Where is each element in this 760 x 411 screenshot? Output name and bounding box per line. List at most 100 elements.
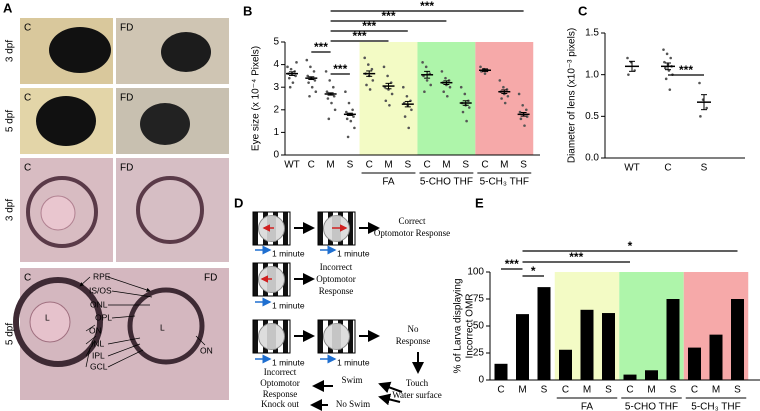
data-point (502, 85, 505, 89)
data-point (309, 65, 312, 69)
image-label: C (24, 163, 31, 174)
x-tick-label: WT (624, 163, 640, 174)
significance-label: *** (314, 40, 328, 54)
data-point (521, 103, 524, 107)
x-tick-label: C (691, 385, 698, 396)
data-point (517, 92, 521, 96)
data-point (407, 126, 411, 130)
data-point (424, 65, 428, 69)
data-point (289, 67, 293, 71)
data-point (288, 85, 292, 89)
data-point (330, 101, 333, 105)
row-label: 5 dpf (5, 323, 16, 345)
group-label: FA (581, 402, 594, 411)
eye (36, 96, 96, 146)
x-tick-label: S (701, 163, 708, 174)
x-tick-label: S (734, 385, 741, 396)
significance-label: * (628, 239, 633, 253)
group-label: 5-CH₃ THF (480, 177, 529, 188)
panel-label: E (475, 195, 484, 210)
data-point (465, 119, 468, 123)
x-tick-label: M (518, 385, 526, 396)
layer-label: RPE (93, 271, 111, 281)
data-point (525, 108, 528, 112)
row-label: 5 dpf (5, 110, 16, 132)
outcome: Response (263, 389, 298, 399)
image-label: FD (120, 93, 133, 104)
y-axis-label: % of Larva displaying (453, 278, 464, 373)
outcome: No (408, 324, 419, 334)
y-tick-label: 1 (273, 127, 279, 138)
data-point (461, 110, 465, 114)
retina (26, 176, 98, 248)
panel-label: B (243, 3, 252, 18)
bar (516, 314, 529, 380)
data-point (699, 115, 702, 118)
y-tick-label: 1.0 (585, 69, 599, 80)
data-point (403, 115, 407, 118)
y-tick-label: 0.0 (585, 153, 599, 164)
layer-labels: RPE IS/OS ONL OPL ON INL IPL GCL ON (89, 271, 213, 371)
data-point (668, 88, 672, 91)
outcome: Optomotor (260, 378, 300, 388)
data-point (523, 124, 526, 127)
x-tick-label: S (520, 160, 527, 171)
outcome: Response (396, 336, 431, 346)
data-point (479, 65, 482, 69)
outcome: Incorrect (320, 262, 353, 272)
duration: 1 minute (272, 300, 305, 310)
panel-a: A C FD C FD C FD C FD 3 dpf 5 dpf 3 dpf … (3, 0, 229, 400)
lens (29, 301, 71, 343)
data-point (286, 65, 289, 69)
lens-label: L (160, 322, 165, 332)
x-tick-label: S (605, 385, 612, 396)
y-tick-label: 0 (478, 375, 484, 386)
y-axis-label: Eye size (x 10⁻⁴ Pixels) (251, 46, 262, 151)
panel-d: D 1 minute 1 minute 1 minute 1 minute 1 … (234, 195, 450, 411)
x-tick-label: M (583, 385, 591, 396)
x-tick-label: S (670, 385, 677, 396)
x-tick-label: C (481, 160, 488, 171)
data-point (402, 85, 405, 89)
data-point (444, 76, 447, 80)
data-point (390, 92, 394, 96)
data-point (423, 90, 426, 94)
lens-label: L (45, 312, 50, 322)
group-label: FA (382, 177, 395, 188)
data-point (333, 108, 337, 112)
data-point (446, 94, 449, 98)
panel-label: A (3, 0, 13, 15)
data-point (351, 108, 354, 112)
data-point (500, 97, 503, 100)
x-tick-label: M (647, 385, 655, 396)
group-label: 5-CH₃ THF (691, 402, 740, 411)
outcome: Optomotor (316, 274, 356, 284)
duration: 1 minute (272, 357, 305, 367)
x-tick-label: C (562, 385, 569, 396)
data-point (344, 90, 347, 94)
bar (688, 347, 701, 380)
significance-label: *** (353, 29, 367, 43)
data-point (324, 70, 328, 73)
bar (731, 299, 744, 380)
data-point (626, 56, 629, 60)
x-tick-label: M (500, 160, 508, 171)
significance-label: *** (420, 0, 434, 13)
significance-label: *** (333, 62, 347, 76)
x-tick-label: S (462, 160, 469, 171)
outcome: Incorrect (264, 367, 297, 377)
y-axis-label: Diameter of lens (x10⁻³ pixels) (567, 28, 578, 163)
layer-label: IS/OS (89, 285, 112, 295)
data-point (519, 117, 523, 121)
data-point (370, 67, 374, 71)
layer-label: INL (91, 338, 105, 348)
y-tick-label: 100 (467, 267, 484, 278)
y-tick-label: 0 (273, 150, 279, 161)
y-tick-label: 4 (273, 59, 279, 70)
data-point (328, 79, 332, 82)
data-point (367, 63, 370, 66)
data-point (332, 85, 335, 89)
data-point (410, 108, 413, 112)
outcome: Response (319, 286, 354, 296)
